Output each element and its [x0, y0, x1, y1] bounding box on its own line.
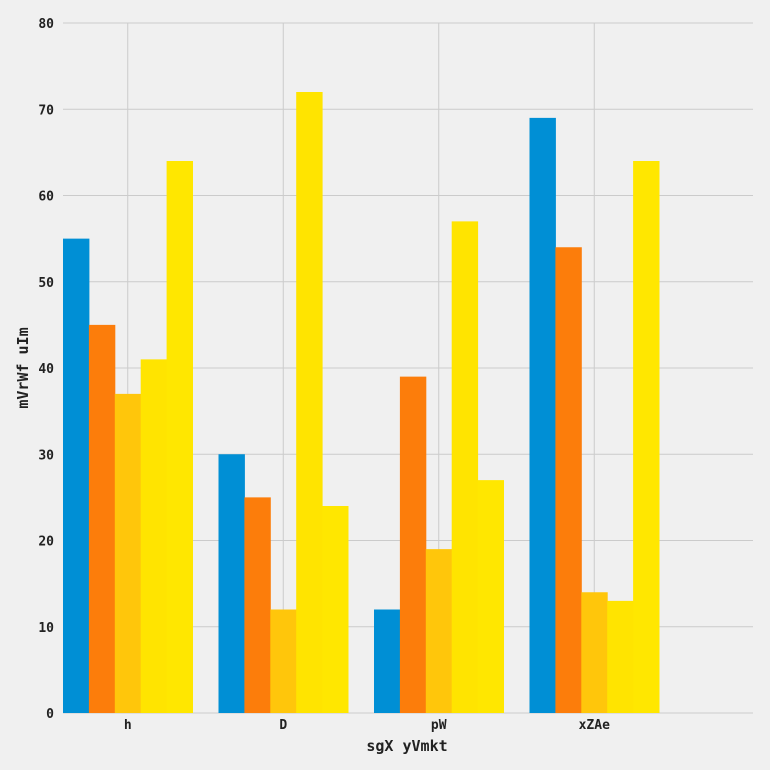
- bar-s3-D: [270, 609, 297, 713]
- x-tick-label: pW: [431, 718, 447, 733]
- bar-s3-xZAe: [581, 592, 608, 713]
- bar-s1-h: [63, 238, 90, 713]
- bar-s1-D: [218, 454, 245, 713]
- y-tick-label: 60: [38, 190, 54, 205]
- y-tick-label: 50: [38, 276, 54, 291]
- bar-s5-pW: [477, 480, 504, 713]
- bar-s1-pW: [374, 609, 401, 713]
- bar-s2-xZAe: [555, 247, 582, 713]
- bar-s1-xZAe: [529, 117, 556, 713]
- bar-s4-xZAe: [607, 600, 634, 713]
- x-tick-label: D: [279, 718, 287, 733]
- y-tick-label: 80: [38, 17, 54, 32]
- x-tick-label: h: [124, 718, 132, 733]
- y-tick-label: 30: [38, 448, 54, 463]
- bar-s2-h: [88, 324, 116, 713]
- bar-s3-h: [114, 393, 142, 713]
- bar-s5-D: [322, 506, 349, 713]
- bar-s2-D: [244, 497, 271, 713]
- y-tick-labels: 0 10 20 30 40 50 60 70 80: [38, 17, 54, 722]
- y-tick-label: 20: [38, 535, 54, 550]
- bar-s3-pW: [425, 549, 453, 713]
- bar-s5-xZAe: [633, 161, 660, 713]
- bar-s5-h: [166, 161, 193, 713]
- bar-s4-D: [296, 92, 323, 713]
- x-tick-label: xZAe: [579, 718, 610, 733]
- y-axis-label: mVrWf uIm: [14, 327, 32, 408]
- y-tick-label: 0: [46, 707, 54, 722]
- y-tick-label: 10: [38, 621, 54, 636]
- y-tick-label: 40: [38, 362, 54, 377]
- bars: [63, 92, 660, 713]
- bar-s2-pW: [399, 376, 427, 713]
- bar-s4-pW: [451, 221, 479, 713]
- y-tick-label: 70: [38, 103, 54, 118]
- x-axis-label: sgX yVmkt: [366, 737, 447, 755]
- bar-s4-h: [140, 359, 168, 713]
